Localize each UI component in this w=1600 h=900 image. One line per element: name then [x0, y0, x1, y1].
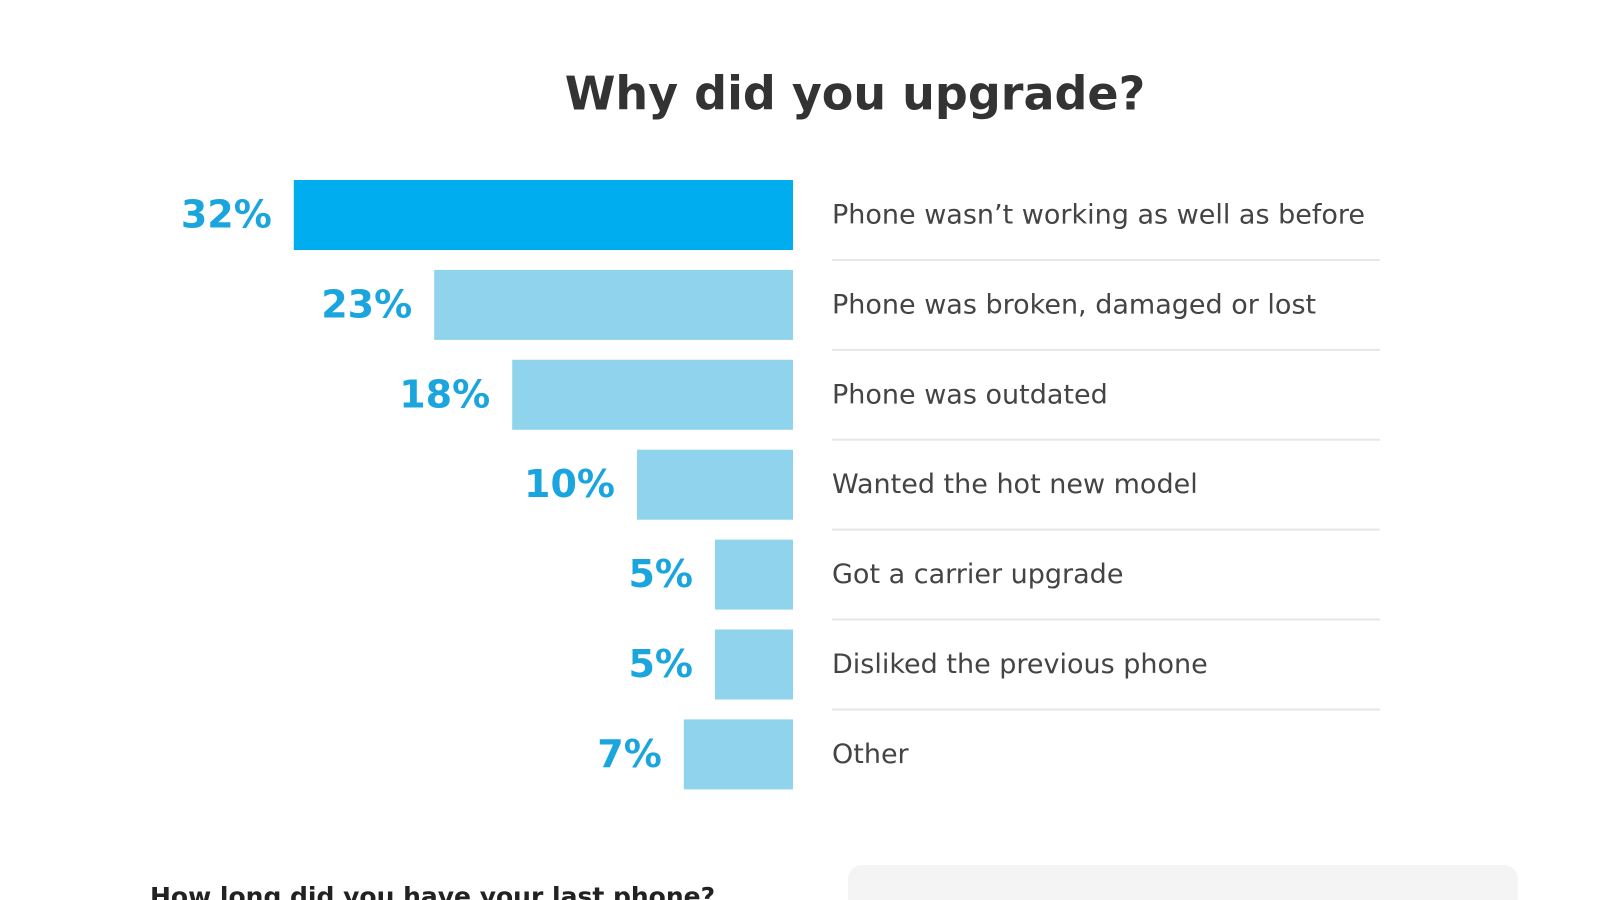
- value-label: 18%: [399, 372, 490, 416]
- bar: [715, 539, 793, 610]
- category-label: Phone was broken, damaged or lost: [832, 289, 1316, 320]
- value-label: 23%: [321, 282, 412, 326]
- category-label: Phone was outdated: [832, 379, 1108, 410]
- bar: [293, 180, 793, 250]
- bar: [512, 359, 793, 430]
- value-label: 10%: [524, 462, 615, 506]
- value-label: 32%: [181, 193, 272, 237]
- category-label: Disliked the previous phone: [832, 649, 1208, 680]
- category-label: Other: [832, 739, 910, 770]
- value-label: 5%: [628, 642, 693, 686]
- card: [848, 865, 1518, 900]
- category-label: Wanted the hot new model: [832, 469, 1198, 500]
- section-title: How long did you have your last phone?: [150, 882, 715, 900]
- value-label: 7%: [597, 732, 662, 776]
- category-label: Phone wasn’t working as well as before: [832, 200, 1365, 231]
- value-label: 5%: [628, 552, 693, 596]
- category-label: Got a carrier upgrade: [832, 559, 1123, 590]
- chart-title: Why did you upgrade?: [565, 67, 1146, 121]
- bar: [715, 629, 793, 700]
- bar: [637, 449, 793, 520]
- bar: [434, 269, 793, 340]
- bar: [683, 719, 793, 790]
